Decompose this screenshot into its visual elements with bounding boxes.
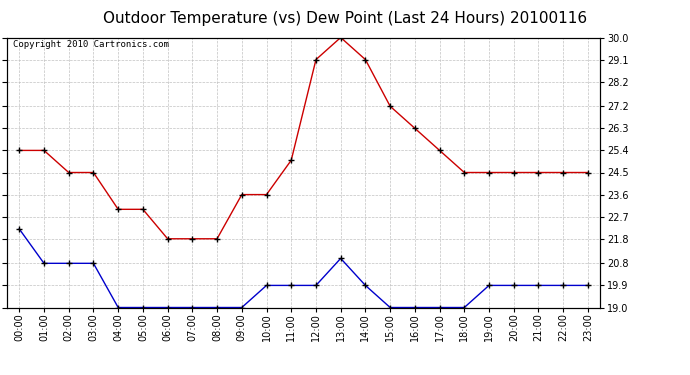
Text: Copyright 2010 Cartronics.com: Copyright 2010 Cartronics.com xyxy=(13,40,169,49)
Text: Outdoor Temperature (vs) Dew Point (Last 24 Hours) 20100116: Outdoor Temperature (vs) Dew Point (Last… xyxy=(103,11,587,26)
